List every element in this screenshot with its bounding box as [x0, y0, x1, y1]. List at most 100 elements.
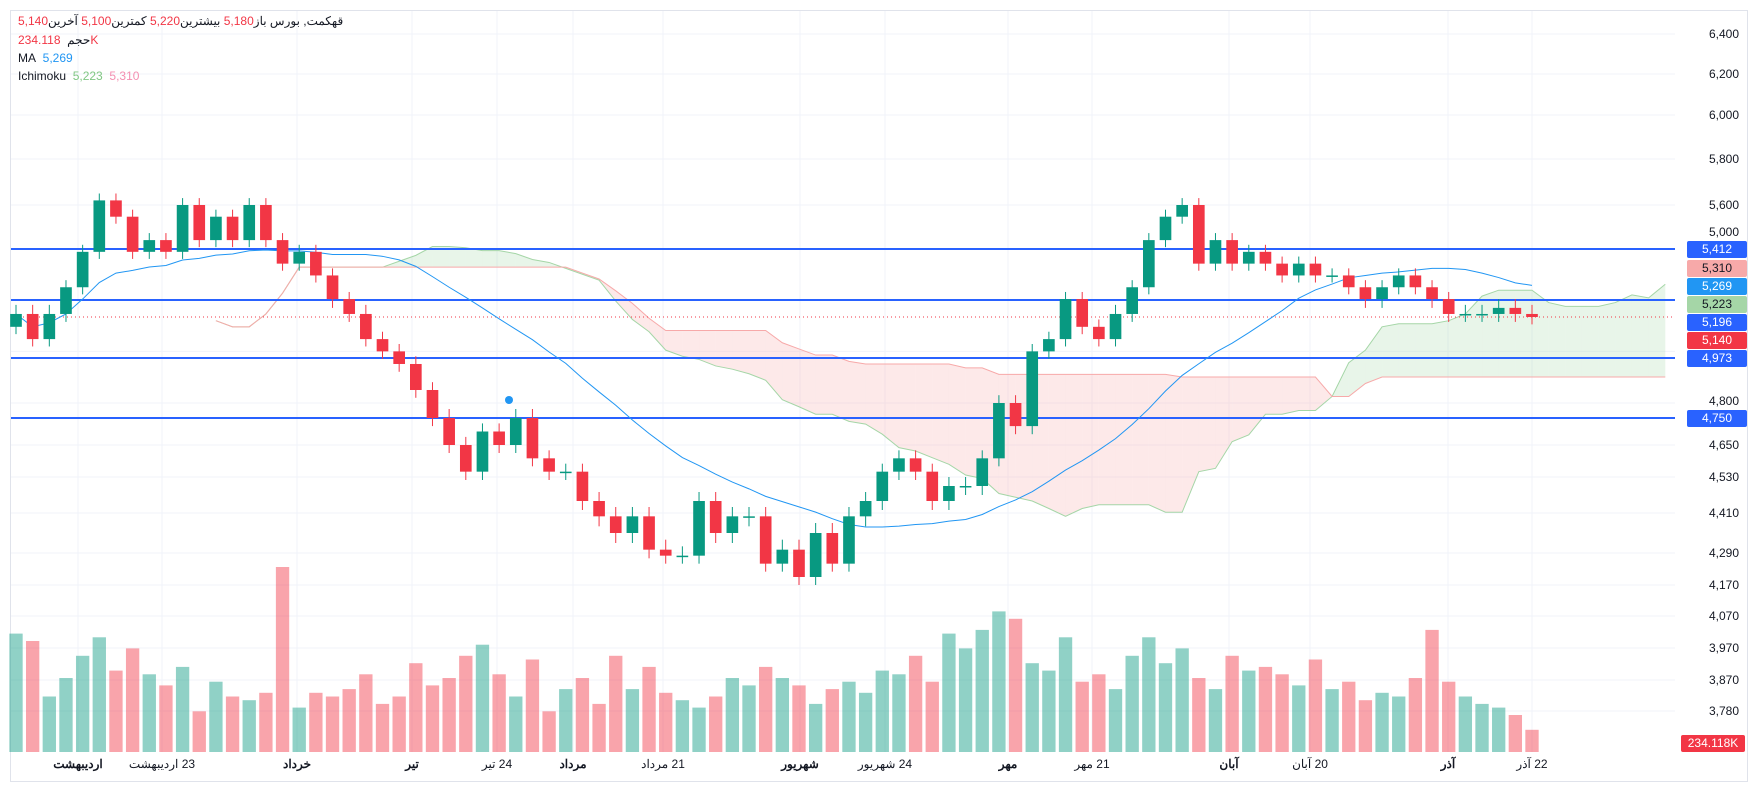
- ichimoku-cloud-segment: [1215, 376, 1233, 469]
- ma-line: [15, 249, 1533, 528]
- volume-bar: [609, 655, 623, 752]
- candle-body: [293, 251, 306, 264]
- volume-bar: [592, 703, 606, 752]
- volume-axis-label: 234.118K: [1681, 735, 1745, 752]
- candle-body: [310, 251, 322, 276]
- volume-bar: [1225, 655, 1239, 752]
- volume-bar: [75, 655, 90, 752]
- ichimoku-cloud-segment: [1615, 294, 1632, 377]
- candle-body: [1143, 240, 1155, 288]
- volume-legend[interactable]: حجم 234.118K: [18, 33, 98, 47]
- time-label: 23 اردیبهشت: [128, 757, 196, 771]
- open-value: 5,180: [223, 14, 254, 28]
- volume-label: حجم: [67, 33, 91, 47]
- candle-body: [959, 486, 972, 488]
- price-label: 5,310: [1687, 259, 1747, 277]
- ma-legend[interactable]: MA 5,269: [18, 51, 73, 65]
- volume-bar: [1508, 715, 1523, 752]
- ichimoku-cloud-segment: [1648, 284, 1666, 377]
- ichimoku-cloud-segment: [649, 318, 666, 351]
- candle-body: [60, 287, 72, 314]
- volume-bar: [625, 689, 640, 752]
- candle-body: [593, 501, 605, 517]
- ichimoku-cloud-segment: [1415, 323, 1433, 377]
- candle-body: [709, 501, 722, 533]
- ichimoku-cloud-segment: [1165, 374, 1183, 513]
- volume-bar: [9, 633, 23, 752]
- volume-bar: [675, 700, 690, 752]
- volume-bar: [1375, 692, 1389, 752]
- ichimoku-cloud-segment: [1348, 350, 1366, 397]
- volume-bar: [1125, 655, 1139, 752]
- volume-bar: [992, 611, 1006, 752]
- volume-bar: [309, 692, 323, 752]
- high-label: بیشترین: [180, 14, 221, 28]
- event-marker-icon: [505, 396, 513, 404]
- candle-body: [576, 471, 589, 501]
- ichimoku-cloud-segment: [532, 259, 550, 268]
- ichimoku-cloud-segment: [1515, 290, 1532, 377]
- candle-body: [143, 240, 156, 252]
- price-label: 5,412: [1687, 240, 1747, 258]
- volume-bar: [1158, 663, 1173, 752]
- ichimoku-cloud-segment: [499, 250, 516, 268]
- ichimoku-span-a-value: 5,223: [72, 69, 103, 83]
- volume-bar: [642, 666, 656, 752]
- volume-bar: [1425, 629, 1439, 752]
- ichimoku-label: Ichimoku: [18, 69, 67, 83]
- candle-body: [1059, 299, 1072, 340]
- volume-bar: [25, 641, 40, 752]
- ichimoku-cloud-segment: [1631, 294, 1649, 377]
- volume-bar: [858, 692, 873, 752]
- price-tick: 6,400: [1708, 27, 1739, 41]
- ichimoku-cloud-segment: [1132, 374, 1149, 505]
- price-label: 5,223: [1687, 295, 1747, 313]
- volume-bar: [759, 666, 773, 752]
- candle-body: [976, 458, 989, 486]
- price-label: 5,269: [1687, 277, 1747, 295]
- volume-bar: [1008, 618, 1023, 752]
- ichimoku-legend[interactable]: Ichimoku 5,223 5,310: [18, 69, 139, 83]
- volume-bar: [742, 685, 756, 752]
- candle-body: [1326, 275, 1338, 277]
- ichimoku-cloud-segment: [1248, 376, 1266, 435]
- candle-body: [243, 205, 256, 241]
- ichimoku-cloud-segment: [1365, 326, 1383, 384]
- price-tick: 4,410: [1708, 506, 1739, 520]
- time-label: 22 آذر: [1516, 757, 1548, 771]
- candle-body: [993, 403, 1005, 459]
- candle-body: [326, 275, 339, 300]
- price-tick: 3,870: [1708, 673, 1739, 687]
- volume-bar: [1492, 707, 1506, 752]
- volume-bar: [942, 633, 956, 752]
- volume-bar: [1142, 637, 1156, 752]
- ichimoku-cloud-segment: [932, 363, 949, 465]
- volume-bar: [342, 689, 356, 752]
- candle-body: [1342, 275, 1355, 288]
- volume-bar: [325, 696, 340, 752]
- volume-bar: [1275, 674, 1289, 752]
- price-tick: 5,000: [1708, 224, 1739, 239]
- candle-body: [1392, 275, 1405, 288]
- volume-bar: [875, 670, 889, 752]
- ichimoku-cloud-segment: [1115, 374, 1133, 505]
- volume-bar: [692, 707, 706, 752]
- candle-body: [426, 389, 439, 418]
- price-tick: 4,650: [1708, 438, 1739, 452]
- price-tick: 5,600: [1708, 198, 1739, 212]
- candle-body: [360, 313, 372, 340]
- volume-bar: [892, 674, 906, 752]
- candle-body: [609, 516, 622, 533]
- time-label: آبان: [1219, 757, 1239, 771]
- candle-body: [443, 418, 455, 445]
- candle-body: [726, 516, 739, 533]
- volume-bar: [392, 696, 406, 752]
- low-label: کمترین: [111, 14, 147, 28]
- close-value: 5,140: [18, 14, 49, 28]
- ichimoku-cloud-segment: [1565, 306, 1582, 377]
- ichimoku-cloud-segment: [715, 330, 733, 370]
- volume-bar: [725, 678, 740, 752]
- ichimoku-cloud-segment: [1182, 376, 1199, 513]
- candle-body: [1109, 313, 1122, 340]
